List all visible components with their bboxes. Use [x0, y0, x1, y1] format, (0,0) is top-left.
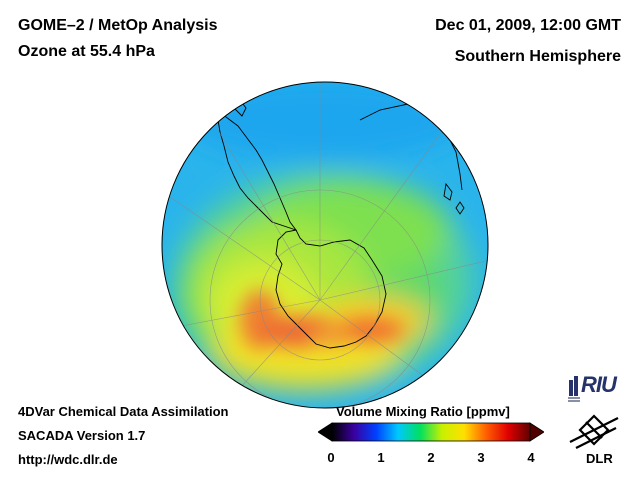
colorbar-tick: 3	[477, 450, 485, 465]
colorbar	[318, 422, 544, 442]
analysis-date: Dec 01, 2009, 12:00 GMT	[435, 17, 621, 34]
footer-version: SACADA Version 1.7	[18, 428, 146, 443]
colorbar-tick: 1	[377, 450, 385, 465]
colorbar-max-arrow	[529, 422, 544, 442]
globe-outline	[161, 81, 489, 409]
colorbar-tick: 0	[327, 450, 335, 465]
ozone-globe-map	[161, 81, 489, 409]
graticule	[162, 82, 488, 408]
footer-url: http://wdc.dlr.de	[18, 452, 118, 467]
colorbar-title: Volume Mixing Ratio [ppmv]	[336, 404, 510, 419]
colorbar-tick: 4	[527, 450, 535, 465]
riu-logo-text: RIU	[581, 372, 617, 397]
colorbar-gradient	[331, 422, 531, 442]
colorbar-tick: 2	[427, 450, 435, 465]
map-title: GOME–2 / MetOp Analysis	[18, 17, 218, 34]
colorbar-min-arrow	[318, 422, 333, 442]
dlr-logo-text: DLR	[586, 451, 613, 466]
region-label: Southern Hemisphere	[454, 48, 621, 65]
map-subtitle: Ozone at 55.4 hPa	[18, 43, 155, 60]
ozone-field	[162, 82, 488, 408]
riu-logo-icon	[568, 376, 580, 402]
dlr-logo-icon	[569, 414, 619, 449]
footer-system: 4DVar Chemical Data Assimilation	[18, 404, 229, 419]
